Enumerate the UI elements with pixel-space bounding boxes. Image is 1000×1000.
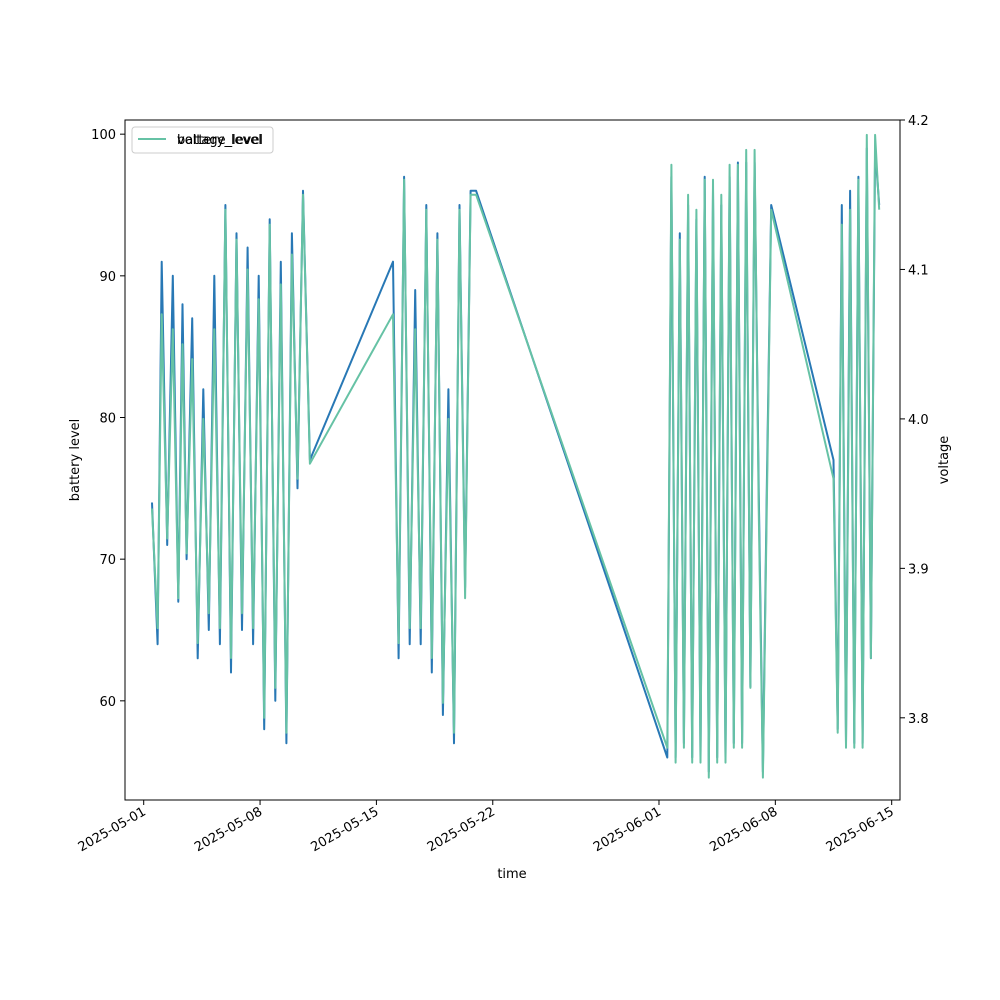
left-y-tick-label: 90 bbox=[99, 270, 116, 285]
legend-label-voltage: voltage_level bbox=[177, 133, 263, 148]
right-y-axis: 3.8 3.9 4.0 4.1 4.2 bbox=[900, 114, 929, 727]
right-y-tick-label: 4.2 bbox=[908, 114, 929, 129]
left-y-tick-label: 70 bbox=[99, 553, 116, 568]
left-y-axis-label: battery level bbox=[68, 419, 83, 502]
x-axis-label: time bbox=[497, 867, 526, 882]
right-y-tick-label: 4.1 bbox=[908, 263, 929, 278]
right-y-axis-label: voltage bbox=[937, 436, 952, 485]
series-line-voltage-level bbox=[151, 133, 881, 779]
left-y-tick-label: 80 bbox=[99, 412, 116, 427]
right-y-tick-label: 4.0 bbox=[908, 413, 929, 428]
series-layer bbox=[151, 133, 881, 779]
left-y-tick-label: 60 bbox=[99, 695, 116, 710]
right-y-tick-label: 3.8 bbox=[908, 712, 929, 727]
left-y-axis: 60 70 80 90 100 bbox=[91, 128, 125, 710]
plot-frame bbox=[124, 119, 901, 801]
right-y-tick-label: 3.9 bbox=[908, 562, 929, 577]
legend-label-battery: battery_level bbox=[177, 133, 262, 148]
legend-box bbox=[131, 126, 274, 154]
left-y-tick-label: 100 bbox=[91, 128, 116, 143]
legend: battery_level voltage_level bbox=[131, 126, 274, 154]
